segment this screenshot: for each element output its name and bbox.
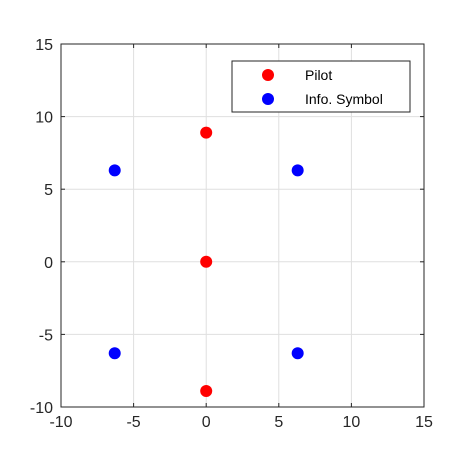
legend-box	[231, 60, 411, 113]
legend-items: Pilot Info. Symbol	[262, 67, 383, 107]
grid-lines	[60, 43, 425, 408]
axis-ticks: -10 -5 0 5 10 15 -10 -5 0 5 10 15	[30, 37, 433, 431]
x-tick-label: 0	[202, 414, 211, 431]
x-tick-label: -5	[126, 414, 140, 431]
legend-label: Info. Symbol	[305, 91, 383, 107]
pilot-point	[200, 126, 213, 139]
x-tick-label: 10	[343, 414, 361, 431]
info-symbol-point	[291, 347, 304, 360]
x-tick-label: 5	[274, 414, 283, 431]
legend: Pilot Info. Symbol	[231, 60, 411, 113]
y-tick-label: 10	[35, 110, 53, 127]
x-tick-label: -10	[49, 414, 72, 431]
y-tick-label: 0	[44, 255, 53, 272]
legend-marker	[262, 69, 274, 81]
info-symbol-point	[108, 164, 121, 177]
legend-label: Pilot	[305, 67, 332, 83]
info-symbol-point	[108, 347, 121, 360]
y-tick-label: 15	[35, 37, 53, 54]
plot-frame	[60, 43, 425, 408]
pilot-point	[200, 385, 213, 398]
legend-marker	[262, 93, 274, 105]
data-points	[108, 126, 304, 398]
pilot-point	[200, 255, 213, 268]
x-tick-label: 15	[415, 414, 433, 431]
info-symbol-point	[291, 164, 304, 177]
y-tick-label: 5	[44, 182, 53, 199]
y-tick-label: -5	[39, 327, 53, 344]
y-tick-label: -10	[30, 400, 53, 417]
